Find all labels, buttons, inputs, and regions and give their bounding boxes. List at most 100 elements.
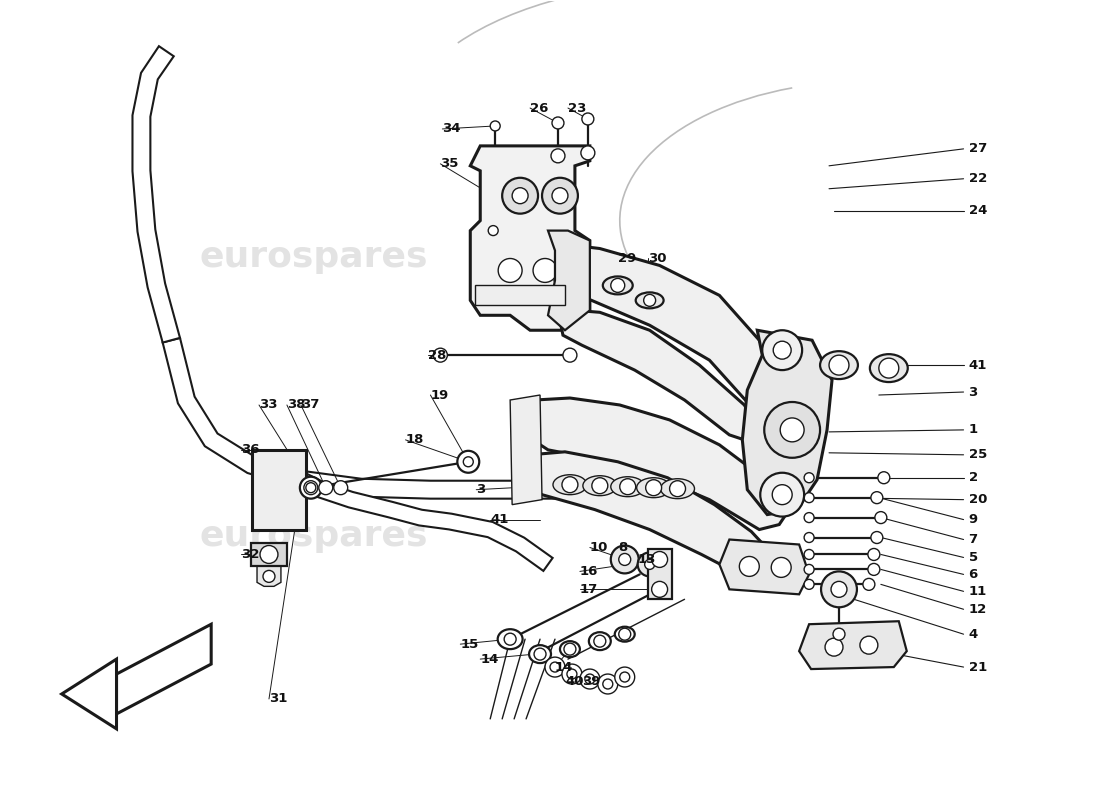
Circle shape xyxy=(498,258,522,282)
Circle shape xyxy=(319,481,333,494)
Ellipse shape xyxy=(615,626,635,642)
Ellipse shape xyxy=(588,632,610,650)
Polygon shape xyxy=(257,566,280,586)
Circle shape xyxy=(772,485,792,505)
Polygon shape xyxy=(560,310,759,440)
Circle shape xyxy=(780,418,804,442)
Circle shape xyxy=(597,674,618,694)
Polygon shape xyxy=(163,338,560,498)
Text: 1: 1 xyxy=(968,423,978,436)
Text: eurospares: eurospares xyxy=(199,518,428,553)
Circle shape xyxy=(764,402,821,458)
Circle shape xyxy=(594,635,606,647)
Bar xyxy=(475,286,565,306)
Circle shape xyxy=(581,146,595,160)
Text: 37: 37 xyxy=(301,398,319,411)
Circle shape xyxy=(580,669,600,689)
Ellipse shape xyxy=(821,351,858,379)
Text: 30: 30 xyxy=(648,252,667,265)
Ellipse shape xyxy=(661,478,694,498)
Circle shape xyxy=(592,478,608,494)
Text: eurospares: eurospares xyxy=(199,239,428,274)
Circle shape xyxy=(804,565,814,574)
Circle shape xyxy=(619,628,630,640)
Text: 27: 27 xyxy=(968,142,987,155)
Polygon shape xyxy=(471,146,590,330)
Ellipse shape xyxy=(636,292,663,308)
Text: 24: 24 xyxy=(968,204,987,217)
Polygon shape xyxy=(520,398,789,530)
Text: 28: 28 xyxy=(428,349,447,362)
Polygon shape xyxy=(719,539,810,594)
Circle shape xyxy=(513,188,528,204)
Circle shape xyxy=(544,657,565,677)
Circle shape xyxy=(603,679,613,689)
Circle shape xyxy=(306,482,316,493)
Text: 11: 11 xyxy=(968,585,987,598)
Text: 36: 36 xyxy=(241,443,260,456)
Circle shape xyxy=(638,553,661,576)
Circle shape xyxy=(804,473,814,482)
Circle shape xyxy=(773,342,791,359)
Circle shape xyxy=(503,178,538,214)
Text: 33: 33 xyxy=(258,398,277,411)
Circle shape xyxy=(534,258,557,282)
Circle shape xyxy=(871,531,883,543)
Circle shape xyxy=(615,667,635,687)
Circle shape xyxy=(651,582,668,598)
Circle shape xyxy=(260,546,278,563)
Text: 21: 21 xyxy=(968,661,987,674)
Circle shape xyxy=(830,582,847,598)
Text: 23: 23 xyxy=(568,102,586,114)
Text: 5: 5 xyxy=(968,551,978,564)
Ellipse shape xyxy=(553,474,587,494)
Circle shape xyxy=(552,117,564,129)
Text: 41: 41 xyxy=(491,513,508,526)
Circle shape xyxy=(563,348,576,362)
Circle shape xyxy=(860,636,878,654)
Circle shape xyxy=(771,558,791,578)
Text: 15: 15 xyxy=(460,638,478,650)
Text: 4: 4 xyxy=(968,628,978,641)
Circle shape xyxy=(874,512,887,523)
Text: 6: 6 xyxy=(968,568,978,581)
Ellipse shape xyxy=(497,630,522,649)
Text: 38: 38 xyxy=(287,398,306,411)
Polygon shape xyxy=(62,659,117,729)
Text: 34: 34 xyxy=(442,122,461,135)
Polygon shape xyxy=(742,330,832,514)
Circle shape xyxy=(879,358,899,378)
Circle shape xyxy=(304,481,318,494)
Text: 13: 13 xyxy=(638,553,656,566)
Ellipse shape xyxy=(603,277,632,294)
Circle shape xyxy=(762,330,802,370)
Circle shape xyxy=(300,477,322,498)
Circle shape xyxy=(491,121,501,131)
Polygon shape xyxy=(556,246,789,420)
Text: 2: 2 xyxy=(968,471,978,484)
Text: 40: 40 xyxy=(565,674,583,687)
Circle shape xyxy=(645,559,654,570)
Circle shape xyxy=(868,549,880,561)
Circle shape xyxy=(760,473,804,517)
Circle shape xyxy=(585,674,595,684)
Text: 20: 20 xyxy=(968,493,987,506)
Polygon shape xyxy=(252,450,306,530)
Polygon shape xyxy=(648,550,672,599)
Text: 12: 12 xyxy=(968,602,987,616)
Polygon shape xyxy=(117,624,211,714)
Text: 19: 19 xyxy=(430,389,449,402)
Circle shape xyxy=(651,551,668,567)
Text: 31: 31 xyxy=(270,693,287,706)
Text: 35: 35 xyxy=(440,158,459,170)
Circle shape xyxy=(582,113,594,125)
Text: 41: 41 xyxy=(968,358,987,372)
Circle shape xyxy=(458,451,480,473)
Circle shape xyxy=(263,570,275,582)
Circle shape xyxy=(804,493,814,502)
Circle shape xyxy=(560,261,580,281)
Circle shape xyxy=(871,492,883,504)
Circle shape xyxy=(619,478,636,494)
Text: 18: 18 xyxy=(406,434,424,446)
Text: 39: 39 xyxy=(582,674,601,687)
